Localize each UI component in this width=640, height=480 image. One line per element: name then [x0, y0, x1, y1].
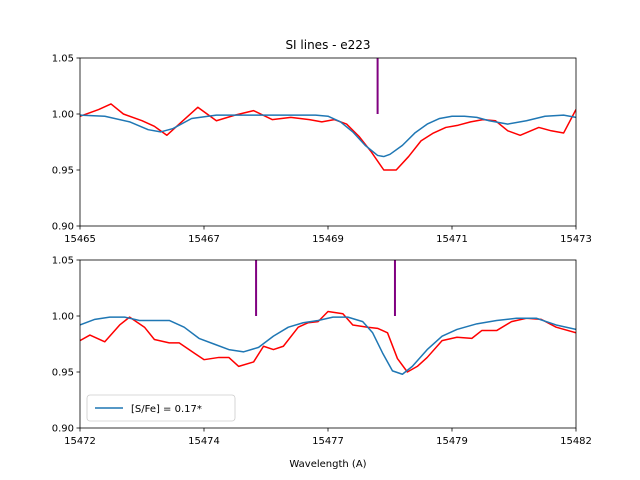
y-tick-label: 0.95 [52, 368, 74, 379]
x-axis-label: Wavelength (A) [289, 459, 366, 470]
legend-box [86, 394, 236, 422]
x-tick-label: 15469 [312, 234, 344, 245]
x-tick-label: 15477 [312, 436, 344, 447]
x-tick-label: 15473 [560, 234, 592, 245]
x-tick-label: 15467 [188, 234, 220, 245]
legend: [S/Fe] = 0.17* [86, 394, 236, 422]
y-tick-label: 0.90 [52, 222, 74, 233]
model-series-line [80, 114, 576, 158]
x-tick-label: 15471 [436, 234, 468, 245]
panel-1: 15465 15467 15469 15471 15473 0.90 0.95 1.00 1.0… [52, 54, 592, 246]
y-tick-label: 1.00 [52, 312, 74, 323]
y-tick-label: 0.90 [52, 424, 74, 435]
panel-2: 15472 15474 15477 15479 15482 0.90 0.95 1.00 1.0… [52, 256, 592, 448]
x-tick-label: 15472 [64, 436, 96, 447]
legend-label: [S/Fe] = 0.17* [131, 404, 202, 415]
x-tick-label: 15474 [188, 436, 220, 447]
model-series-line [80, 316, 576, 375]
x-tick-label: 15482 [560, 436, 592, 447]
observed-series-line [80, 310, 576, 373]
chart-title: SI lines - e223 [285, 38, 370, 52]
y-tick-label: 1.05 [52, 54, 74, 65]
y-tick-label: 0.95 [52, 166, 74, 177]
x-tick-label: 15479 [436, 436, 468, 447]
y-tick-label: 1.00 [52, 110, 74, 121]
x-tick-label: 15465 [64, 234, 96, 245]
y-tick-label: 1.05 [52, 256, 74, 267]
